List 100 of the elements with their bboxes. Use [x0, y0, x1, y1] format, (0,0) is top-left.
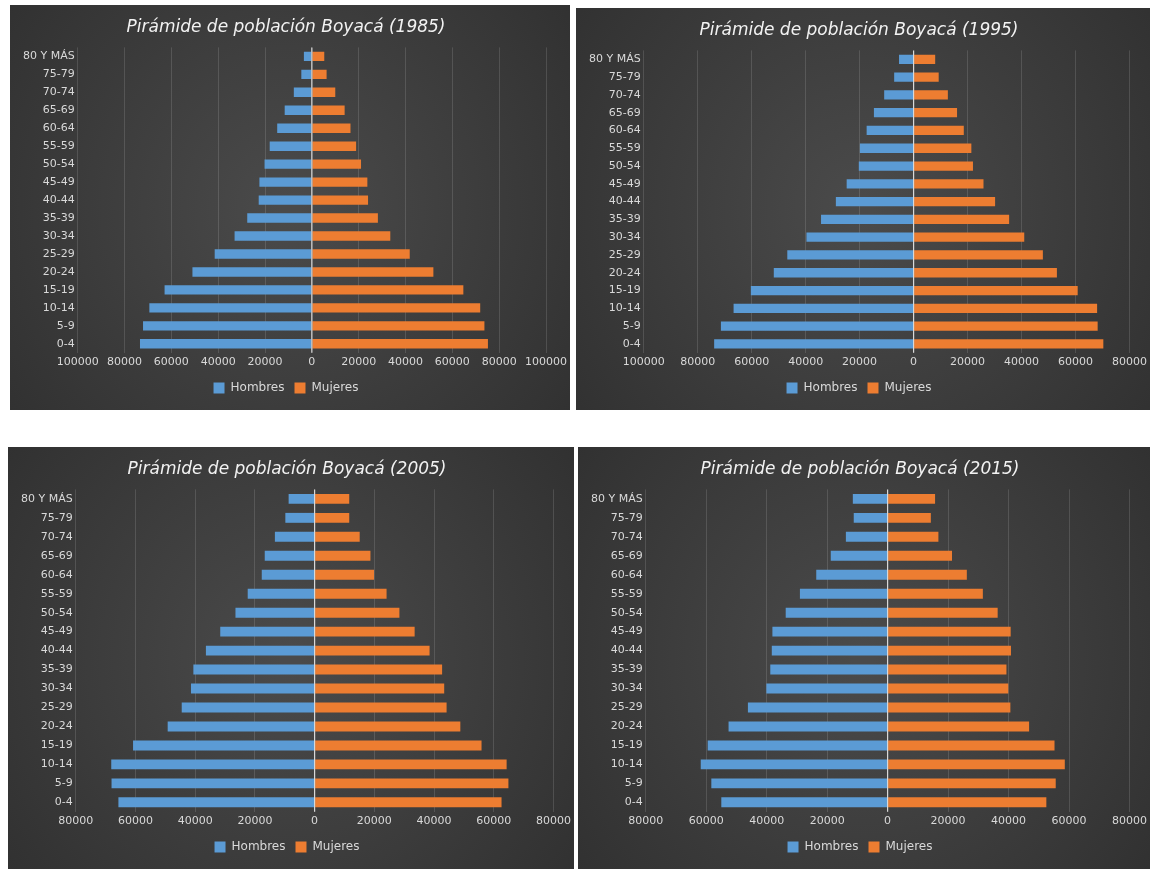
y-tick-label: 55-59 — [610, 586, 643, 600]
x-tick-label: 100000 — [56, 355, 99, 369]
bar — [315, 683, 445, 694]
y-tick-label: 80 Y MÁS — [590, 491, 643, 505]
bar — [750, 285, 914, 296]
x-tick-label: 0 — [884, 814, 892, 828]
bar — [303, 51, 312, 62]
x-tick-label: 0 — [910, 355, 918, 369]
bar — [264, 550, 315, 561]
y-tick-label: 5-9 — [624, 776, 643, 790]
bar — [772, 626, 888, 637]
bar — [315, 797, 502, 808]
y-tick-label: 60-64 — [42, 121, 75, 135]
bar — [312, 123, 351, 133]
bar — [312, 303, 481, 313]
bar — [301, 69, 312, 80]
bar — [888, 512, 931, 523]
y-tick-label: 0-4 — [624, 795, 643, 809]
bar — [914, 72, 939, 82]
chart-title: Pirámide de población Boyacá (2005) — [127, 457, 447, 478]
y-tick-label: 80 Y MÁS — [20, 491, 73, 505]
bar — [315, 702, 447, 713]
chart-title: Pirámide de población Boyacá (2015) — [700, 457, 1020, 478]
legend-label: Hombres — [803, 380, 858, 395]
bar — [845, 531, 888, 542]
bar — [315, 550, 371, 561]
bar — [799, 588, 888, 599]
bar — [711, 778, 888, 789]
bar — [914, 161, 973, 171]
legend-label: Mujeres — [311, 380, 359, 395]
x-tick-label: 80000 — [680, 355, 716, 369]
chart-title: Pirámide de población Boyacá (1985) — [126, 15, 446, 36]
bar — [312, 195, 369, 205]
bar — [312, 105, 345, 115]
x-tick-label: 80000 — [628, 814, 664, 828]
y-tick-label: 50-54 — [608, 158, 641, 172]
y-tick-label: 70-74 — [42, 85, 75, 99]
bar — [721, 797, 888, 808]
bar — [247, 588, 315, 599]
y-tick-label: 60-64 — [608, 123, 641, 137]
x-tick-label: 100000 — [525, 355, 567, 369]
y-tick-label: 40-44 — [608, 194, 641, 208]
legend-label: Hombres — [231, 839, 286, 854]
bar — [894, 72, 914, 82]
bar — [133, 740, 315, 751]
bar — [728, 721, 888, 732]
y-tick-label: 0-4 — [54, 795, 73, 809]
y-tick-label: 45-49 — [610, 624, 643, 638]
x-tick-label: 20000 — [950, 355, 986, 369]
x-tick-label: 40000 — [416, 814, 452, 828]
x-tick-label: 20000 — [356, 814, 392, 828]
bar — [787, 250, 914, 260]
y-tick-label: 40-44 — [40, 643, 73, 657]
bar — [859, 143, 914, 153]
y-tick-label: 50-54 — [40, 605, 73, 619]
bar — [853, 512, 888, 523]
bar — [888, 493, 936, 504]
bar — [830, 550, 888, 561]
chart-title: Pirámide de población Boyacá (1995) — [699, 18, 1019, 39]
x-tick-label: 20000 — [930, 814, 966, 828]
bar — [914, 250, 1043, 260]
bar — [816, 569, 888, 580]
x-tick-label: 60000 — [434, 355, 470, 369]
x-tick-label: 0 — [308, 355, 316, 369]
bar — [914, 232, 1025, 242]
y-tick-label: 60-64 — [40, 567, 73, 581]
bar — [312, 87, 336, 98]
bar — [315, 531, 360, 542]
y-tick-label: 70-74 — [40, 529, 73, 543]
legend-label: Hombres — [230, 380, 285, 395]
bar — [315, 645, 430, 656]
x-tick-label: 80000 — [1112, 814, 1147, 828]
bar — [293, 87, 312, 98]
bar — [315, 588, 387, 599]
bar — [866, 125, 914, 136]
bar — [888, 569, 967, 580]
x-tick-label: 60000 — [1058, 355, 1094, 369]
x-tick-label: 40000 — [200, 355, 236, 369]
bar — [190, 683, 315, 694]
bar — [700, 759, 888, 770]
y-tick-label: 35-39 — [40, 662, 73, 676]
bar — [771, 645, 888, 656]
x-tick-label: 20000 — [237, 814, 273, 828]
bar — [264, 159, 312, 169]
bar — [899, 54, 914, 64]
bar — [259, 177, 312, 187]
y-tick-label: 65-69 — [40, 548, 73, 562]
y-tick-label: 75-79 — [610, 510, 643, 524]
y-tick-label: 25-29 — [42, 246, 75, 260]
y-tick-label: 30-34 — [608, 230, 641, 244]
y-tick-label: 25-29 — [610, 700, 643, 714]
y-tick-label: 20-24 — [40, 719, 73, 733]
bar — [143, 321, 312, 331]
y-tick-label: 45-49 — [42, 174, 75, 188]
bar — [149, 303, 312, 313]
bar — [164, 285, 312, 295]
y-tick-label: 20-24 — [608, 265, 641, 279]
bar — [118, 797, 315, 808]
bar — [914, 339, 1104, 349]
y-tick-label: 10-14 — [42, 300, 75, 314]
